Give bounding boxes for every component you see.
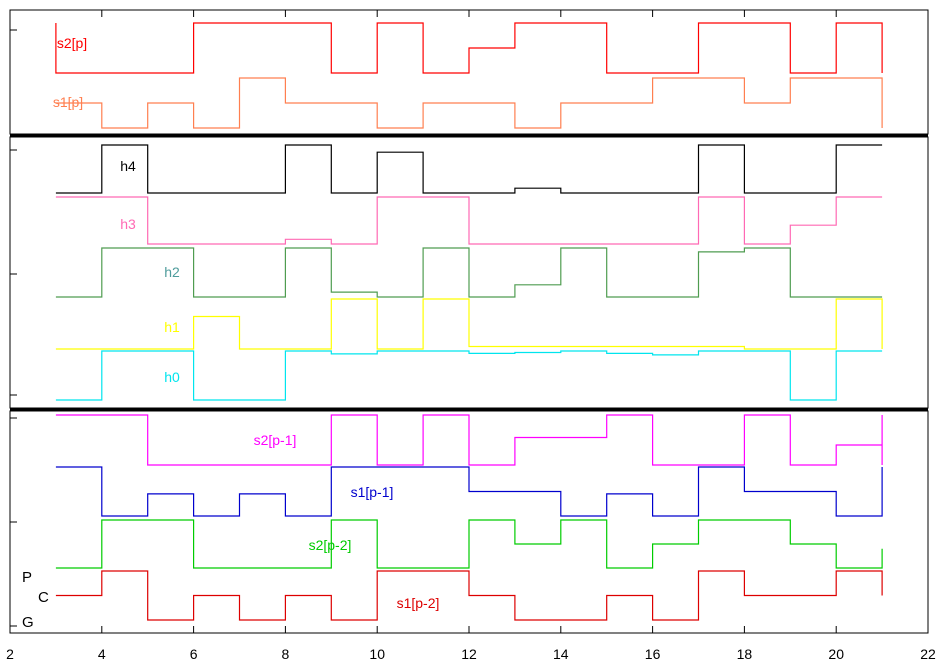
side-label-g: G [22, 614, 34, 631]
x-tick-label-4: 4 [98, 646, 106, 662]
series-s1p-line [55, 77, 883, 129]
side-label-p: P [22, 569, 32, 586]
series-label-h1: h1 [164, 319, 180, 335]
series-label-s2pm2: s2[p-2] [309, 537, 352, 553]
x-tick-label-2: 2 [6, 646, 14, 662]
side-label-c: C [38, 589, 49, 606]
x-tick-label-22: 22 [920, 646, 936, 662]
series-label-s2p: s2[p] [57, 35, 87, 51]
series-h0-line [55, 350, 883, 401]
series-label-h2: h2 [164, 264, 180, 280]
series-label-s2pm1: s2[p-1] [254, 432, 297, 448]
series-labels-layer: s2[p] s1[p] h4 h3 h2 h1 h0 s2[p-1] s1[p-1] s2[p-2… [53, 35, 440, 611]
x-tick-label-14: 14 [553, 646, 569, 662]
panels-layer [9, 9, 929, 634]
series-layer [55, 22, 883, 621]
series-label-s1pm2: s1[p-2] [397, 595, 440, 611]
series-s1pm2-line [55, 570, 883, 621]
series-s1pm1-line [55, 466, 883, 517]
x-tick-label-20: 20 [828, 646, 844, 662]
x-tick-label-8: 8 [282, 646, 290, 662]
series-h2-line [55, 247, 883, 298]
series-h4-line [55, 144, 883, 194]
series-h1-line [55, 298, 883, 350]
series-label-h3: h3 [120, 216, 136, 232]
series-label-s1p: s1[p] [53, 94, 83, 110]
x-tick-label-18: 18 [737, 646, 753, 662]
x-tick-label-10: 10 [369, 646, 385, 662]
series-s2pm2-line [55, 519, 883, 569]
series-s2pm1-line [55, 414, 883, 466]
series-label-h0: h0 [164, 369, 180, 385]
x-tick-label-16: 16 [645, 646, 661, 662]
series-label-h4: h4 [120, 158, 136, 174]
x-ticks-layer: 2 4 6 8 10 12 14 16 18 20 22 [6, 10, 936, 662]
x-tick-label-12: 12 [461, 646, 477, 662]
side-labels-layer: P C G [22, 569, 49, 631]
series-label-s1pm1: s1[p-1] [351, 484, 394, 500]
series-s2p-line [55, 22, 883, 74]
x-tick-label-6: 6 [190, 646, 198, 662]
series-h3-line [55, 196, 883, 245]
